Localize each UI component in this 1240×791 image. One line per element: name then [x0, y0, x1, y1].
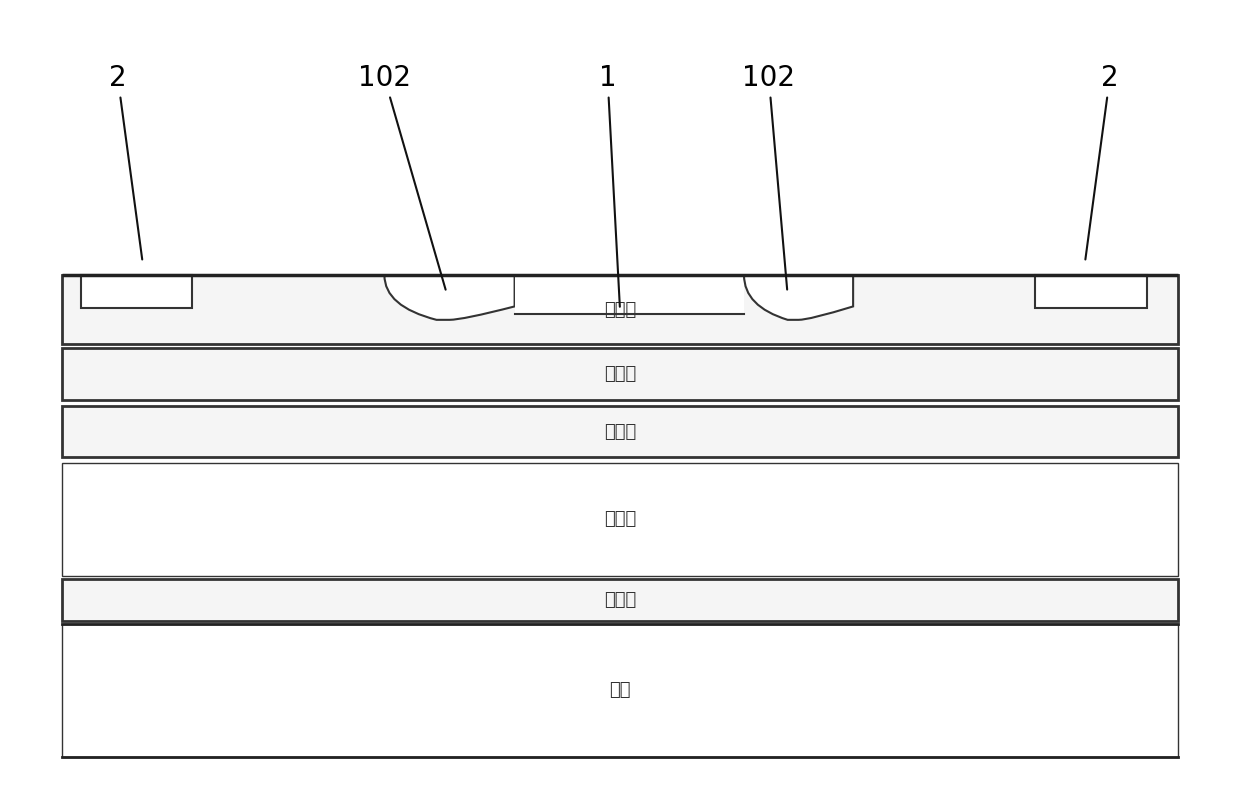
Text: 衬底: 衬底: [609, 681, 631, 699]
Text: 电荷层: 电荷层: [604, 365, 636, 383]
Text: 102: 102: [743, 64, 795, 290]
FancyBboxPatch shape: [62, 624, 1178, 757]
Text: 2: 2: [109, 64, 143, 259]
Text: 帽盖层: 帽盖层: [604, 301, 636, 319]
PathPatch shape: [384, 275, 515, 320]
PathPatch shape: [515, 275, 744, 314]
FancyBboxPatch shape: [62, 406, 1178, 457]
PathPatch shape: [744, 275, 853, 320]
Text: 吸收层: 吸收层: [604, 510, 636, 528]
FancyBboxPatch shape: [62, 463, 1178, 576]
FancyBboxPatch shape: [62, 275, 1178, 344]
Text: 增殖层: 增殖层: [604, 422, 636, 441]
Text: 2: 2: [1085, 64, 1118, 259]
Text: 102: 102: [358, 64, 445, 290]
FancyBboxPatch shape: [62, 580, 1178, 621]
Text: 缓冲层: 缓冲层: [604, 591, 636, 609]
Text: 1: 1: [599, 64, 620, 307]
FancyBboxPatch shape: [1035, 275, 1147, 308]
FancyBboxPatch shape: [81, 275, 192, 308]
FancyBboxPatch shape: [62, 348, 1178, 399]
